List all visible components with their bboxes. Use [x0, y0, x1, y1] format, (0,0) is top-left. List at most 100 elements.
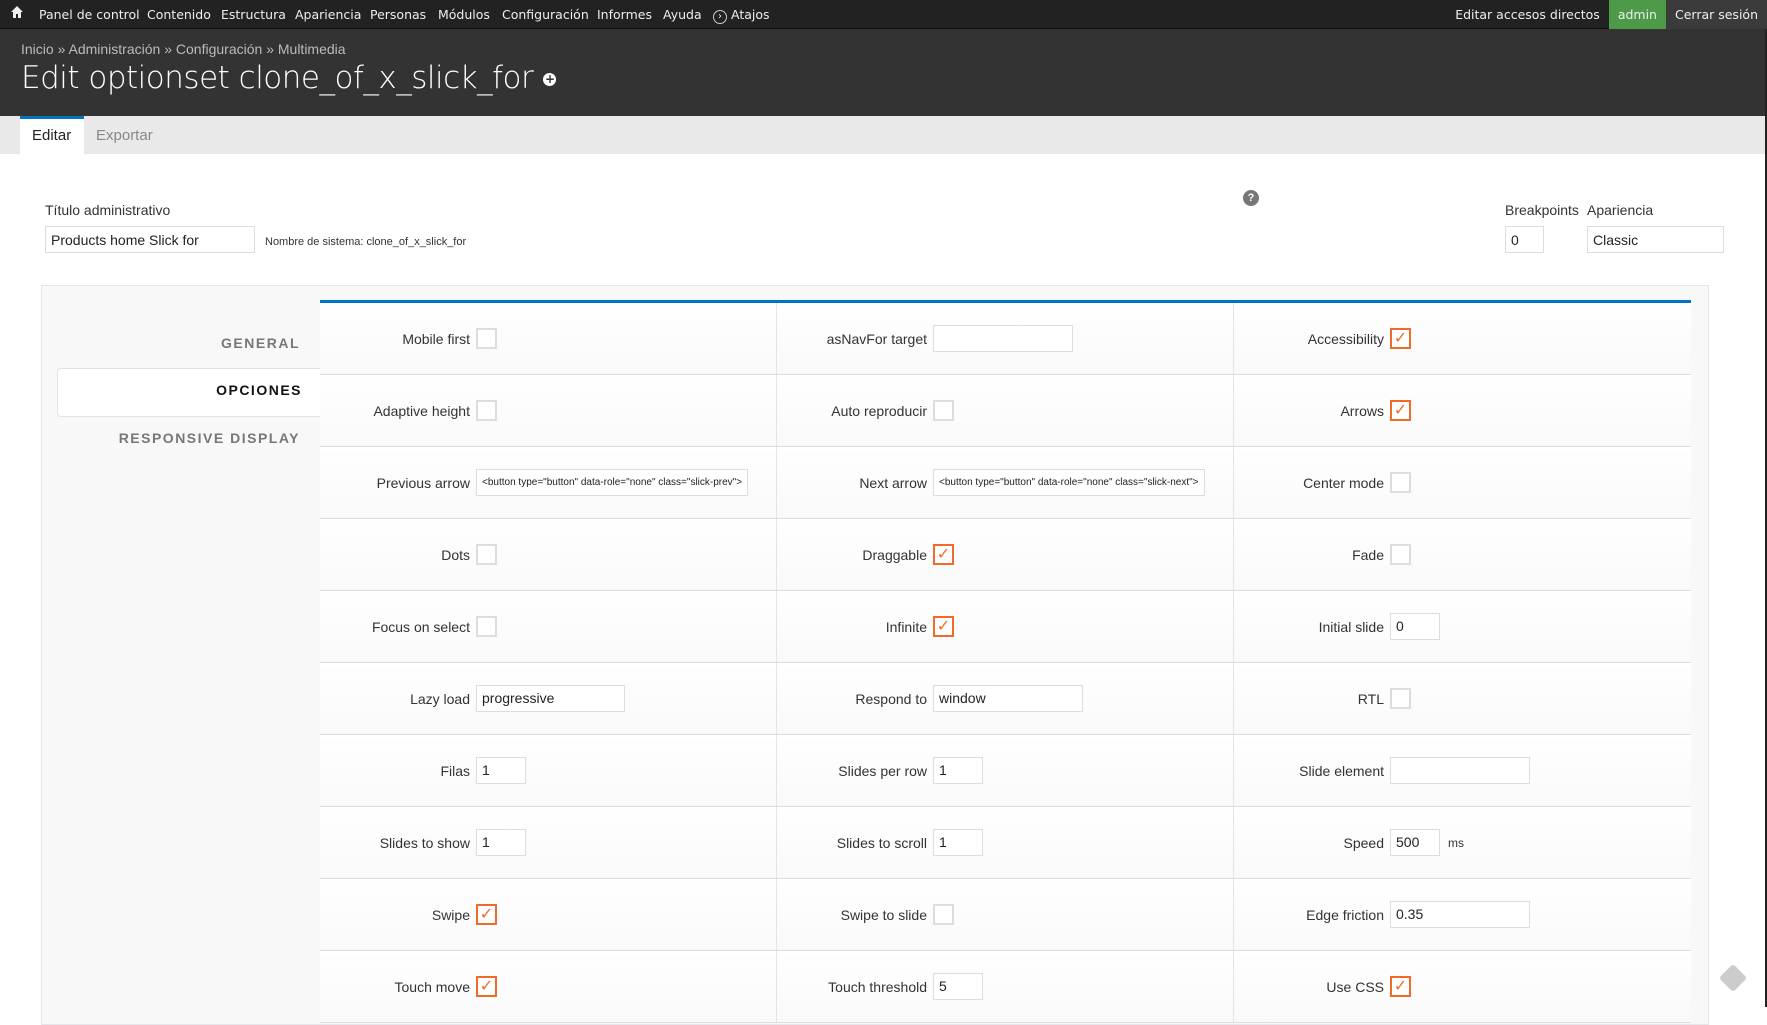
toolbar-modulos[interactable]: Módulos	[438, 7, 490, 22]
option-draggable: Draggable ✓	[777, 519, 1234, 590]
toolbar-personas[interactable]: Personas	[370, 7, 427, 22]
asnavfor-target-input[interactable]	[933, 325, 1073, 352]
options-row: Filas 1 Slides per row 1 Slide element	[320, 735, 1691, 807]
slide-element-input[interactable]	[1390, 757, 1530, 784]
accessibility-checkbox[interactable]: ✓	[1390, 328, 1411, 349]
swipe-checkbox[interactable]: ✓	[476, 904, 497, 925]
edge-friction-input[interactable]: 0.35	[1390, 901, 1530, 928]
touch-threshold-input[interactable]: 5	[933, 973, 983, 1000]
help-icon[interactable]: ?	[1243, 190, 1259, 206]
fade-checkbox[interactable]	[1390, 544, 1411, 565]
tab-exportar[interactable]: Exportar	[96, 127, 153, 144]
option-focus-on-select: Focus on select	[320, 591, 777, 662]
window-edge	[1765, 29, 1767, 1007]
page-title-text: Edit optionset clone_of_x_slick_for	[21, 60, 534, 96]
next-arrow-input[interactable]: <button type="button" data-role="none" c…	[933, 469, 1205, 496]
breakpoints-input[interactable]	[1505, 226, 1544, 253]
options-row: Dots Draggable ✓ Fade	[320, 519, 1691, 591]
option-label: Next arrow	[859, 474, 927, 491]
option-label: Lazy load	[410, 690, 470, 707]
option-label: Touch move	[394, 978, 470, 995]
center-mode-checkbox[interactable]	[1390, 472, 1411, 493]
filas-input[interactable]: 1	[476, 757, 526, 784]
option-touch-threshold: Touch threshold 5	[777, 951, 1234, 1022]
options-row: Lazy load progressive Respond to window RTL	[320, 663, 1691, 735]
option-mobile-first: Mobile first	[320, 303, 777, 374]
home-icon[interactable]	[10, 0, 24, 29]
option-label: RTL	[1357, 690, 1384, 707]
option-label: Mobile first	[402, 330, 470, 347]
swipe-to-slide-checkbox[interactable]	[933, 904, 954, 925]
toolbar-apariencia[interactable]: Apariencia	[295, 7, 362, 22]
initial-slide-input[interactable]: 0	[1390, 613, 1440, 640]
respond-to-select[interactable]: window	[933, 685, 1083, 712]
page-title: Edit optionset clone_of_x_slick_for +	[21, 60, 557, 96]
toolbar-informes[interactable]: Informes	[597, 7, 652, 22]
add-shortcut-icon[interactable]: +	[543, 72, 557, 86]
option-asnavfor-target: asNavFor target	[777, 303, 1234, 374]
breadcrumb-multimedia[interactable]: Multimedia	[277, 41, 346, 57]
option-next-arrow: Next arrow <button type="button" data-rol…	[777, 447, 1234, 518]
slides-to-show-input[interactable]: 1	[476, 829, 526, 856]
previous-arrow-input[interactable]: <button type="button" data-role="none" c…	[476, 469, 749, 496]
option-label: Arrows	[1340, 402, 1384, 419]
tabs: Editar Exportar	[0, 116, 1767, 154]
option-previous-arrow: Previous arrow <button type="button" data…	[320, 447, 777, 518]
sidebar-item-opciones[interactable]: OPCIONES	[216, 382, 302, 398]
breadcrumb-inicio[interactable]: Inicio	[21, 41, 54, 57]
option-swipe: Swipe ✓	[320, 879, 777, 950]
option-label: Filas	[440, 762, 470, 779]
touch-move-checkbox[interactable]: ✓	[476, 976, 497, 997]
admin-title-input[interactable]	[45, 226, 255, 253]
option-speed: Speed 500 ms	[1234, 807, 1691, 878]
toolbar-ayuda[interactable]: Ayuda	[663, 7, 702, 22]
option-swipe-to-slide: Swipe to slide	[777, 879, 1234, 950]
adaptive-height-checkbox[interactable]	[476, 400, 497, 421]
skin-select[interactable]	[1587, 226, 1724, 253]
tour-icon[interactable]	[1718, 963, 1748, 993]
sidebar-item-responsive-display[interactable]: RESPONSIVE DISPLAY	[118, 430, 300, 446]
slides-to-scroll-input[interactable]: 1	[933, 829, 983, 856]
arrows-checkbox[interactable]: ✓	[1390, 400, 1411, 421]
option-adaptive-height: Adaptive height	[320, 375, 777, 446]
option-filas: Filas 1	[320, 735, 777, 806]
logout-link[interactable]: Cerrar sesión	[1665, 0, 1767, 29]
option-infinite: Infinite ✓	[777, 591, 1234, 662]
toolbar-contenido[interactable]: Contenido	[147, 7, 211, 22]
mobile-first-checkbox[interactable]	[476, 328, 497, 349]
draggable-checkbox[interactable]: ✓	[933, 544, 954, 565]
speed-input[interactable]: 500	[1390, 829, 1440, 856]
dots-checkbox[interactable]	[476, 544, 497, 565]
toolbar-estructura[interactable]: Estructura	[221, 7, 286, 22]
option-label: Swipe to slide	[840, 906, 927, 923]
toolbar-panel-de-control[interactable]: Panel de control	[39, 7, 140, 22]
option-arrows: Arrows ✓	[1234, 375, 1691, 446]
auto-reproducir-checkbox[interactable]	[933, 400, 954, 421]
option-label: asNavFor target	[826, 330, 927, 347]
use-css-checkbox[interactable]: ✓	[1390, 976, 1411, 997]
atajos-label: Atajos	[731, 7, 770, 22]
toolbar-configuracion[interactable]: Configuración	[502, 7, 589, 22]
option-label: Center mode	[1303, 474, 1384, 491]
rtl-checkbox[interactable]	[1390, 688, 1411, 709]
option-initial-slide: Initial slide 0	[1234, 591, 1691, 662]
option-label: Adaptive height	[373, 402, 470, 419]
lazy-load-select[interactable]: progressive	[476, 685, 625, 712]
option-slides-to-show: Slides to show 1	[320, 807, 777, 878]
infinite-checkbox[interactable]: ✓	[933, 616, 954, 637]
tab-editar[interactable]: Editar	[20, 116, 84, 154]
edit-shortcuts-link[interactable]: Editar accesos directos	[1455, 7, 1600, 22]
user-menu[interactable]: admin	[1608, 0, 1666, 29]
toolbar-atajos[interactable]: › Atajos	[713, 0, 770, 29]
breadcrumb-configuracion[interactable]: Configuración	[175, 41, 263, 57]
breadcrumb: Inicio » Administración » Configuración …	[21, 41, 346, 57]
sidebar-item-general[interactable]: GENERAL	[221, 335, 300, 351]
slides-per-row-input[interactable]: 1	[933, 757, 983, 784]
options-row: Previous arrow <button type="button" data…	[320, 447, 1691, 519]
focus-on-select-checkbox[interactable]	[476, 616, 497, 637]
sidebar-active-box	[57, 368, 321, 417]
option-accessibility: Accessibility ✓	[1234, 303, 1691, 374]
option-label: Edge friction	[1306, 906, 1384, 923]
admin-title-label: Título administrativo	[45, 202, 171, 218]
breadcrumb-administracion[interactable]: Administración	[68, 41, 161, 57]
